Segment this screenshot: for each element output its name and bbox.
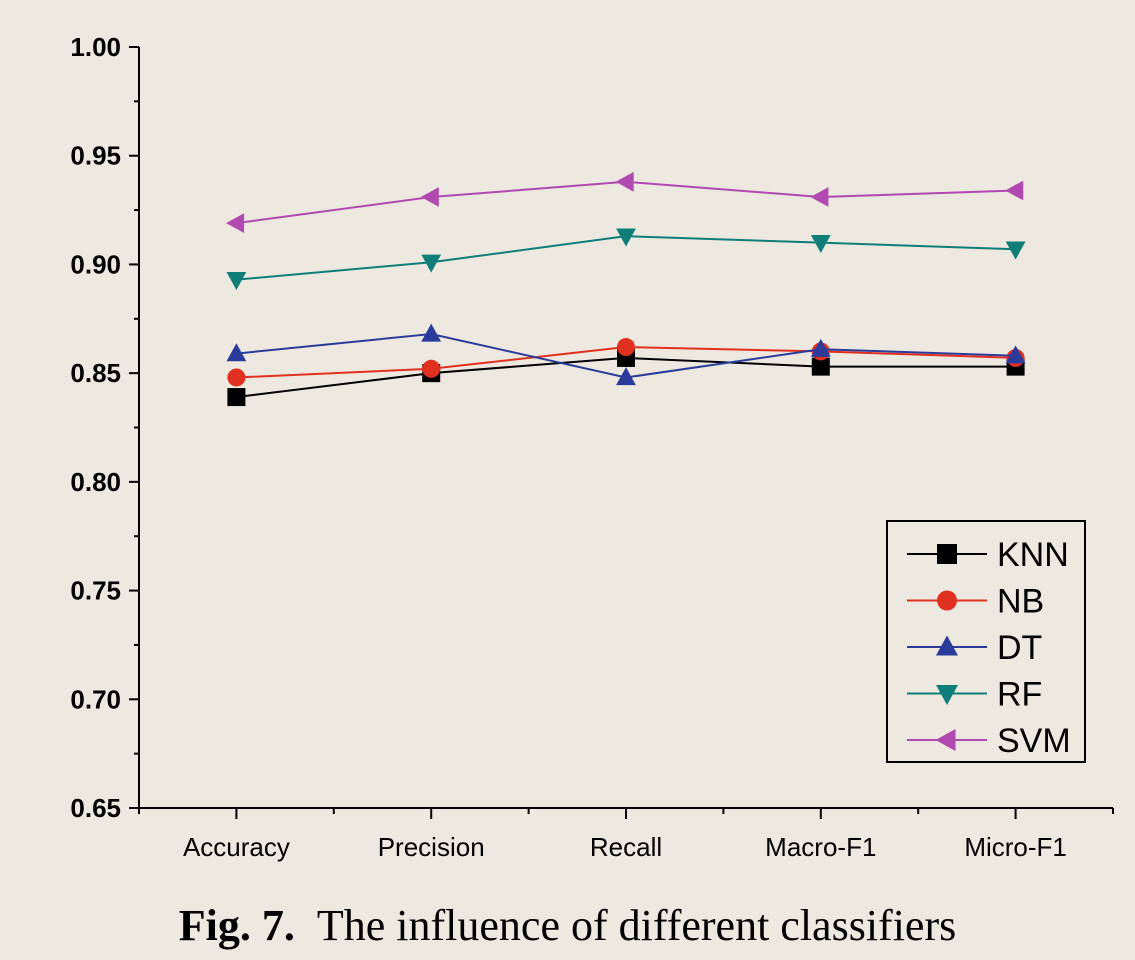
y-tick-label: 0.85 — [70, 358, 121, 388]
legend-label-rf: RF — [997, 676, 1042, 714]
series-rf — [226, 228, 1026, 290]
x-tick-label: Macro-F1 — [765, 832, 876, 862]
data-point-dt — [1005, 345, 1026, 364]
data-point-rf — [810, 235, 831, 254]
legend-marker-nb — [937, 590, 957, 611]
data-point-knn — [811, 357, 830, 376]
legend-label-knn: KNN — [997, 536, 1069, 574]
data-point-nb — [227, 368, 246, 387]
y-tick-label: 0.70 — [70, 684, 121, 714]
y-tick-label: 1.00 — [70, 32, 121, 62]
legend-label-svm: SVM — [997, 722, 1071, 760]
data-point-nb — [422, 359, 441, 378]
series-dt — [226, 323, 1026, 386]
data-point-svm — [420, 187, 439, 207]
data-point-svm — [810, 187, 829, 207]
legend-marker-svm — [935, 729, 956, 751]
series-line-svm — [236, 180, 1016, 225]
data-point-svm — [615, 171, 634, 192]
data-point-dt — [810, 338, 831, 357]
line-chart: 0.65 0.70 0.75 0.80 0.85 0.90 0.95 1.00 Accuracy… — [70, 32, 1114, 862]
data-point-rf — [1005, 241, 1026, 260]
y-tick-label: 0.80 — [70, 467, 121, 497]
series-svm — [226, 171, 1024, 234]
y-tick-label: 0.90 — [70, 249, 121, 279]
data-point-nb — [617, 338, 635, 357]
data-point-svm — [1005, 180, 1024, 201]
legend-marker-rf — [936, 685, 958, 705]
data-point-dt — [226, 343, 247, 362]
data-point-rf — [421, 254, 442, 273]
figure-number: Fig. 7. — [178, 901, 295, 950]
legend-marker-dt — [936, 635, 958, 656]
y-tick-label: 0.75 — [70, 576, 121, 606]
data-point-rf — [226, 271, 247, 290]
legend-label-nb: NB — [997, 583, 1044, 621]
legend-marker-knn — [937, 544, 957, 564]
data-point-knn — [227, 388, 246, 407]
figure-caption-text: The influence of different classifiers — [316, 901, 957, 950]
y-tick-label: 0.95 — [70, 141, 121, 171]
legend-label-dt: DT — [997, 629, 1042, 667]
data-point-rf — [616, 228, 636, 247]
x-tick-label: Micro-F1 — [964, 832, 1067, 862]
legend: KNN NB DT RF SVM — [886, 520, 1086, 763]
data-point-dt — [421, 323, 442, 342]
x-tick-label: Recall — [590, 832, 662, 862]
figure-caption: Fig. 7. The influence of different classi… — [0, 900, 1135, 951]
data-point-svm — [226, 213, 245, 234]
y-tick-label: 0.65 — [70, 793, 121, 823]
x-tick-label: Accuracy — [183, 832, 290, 862]
x-tick-label: Precision — [378, 832, 485, 862]
data-point-dt — [616, 367, 636, 386]
legend-box — [886, 520, 1086, 763]
